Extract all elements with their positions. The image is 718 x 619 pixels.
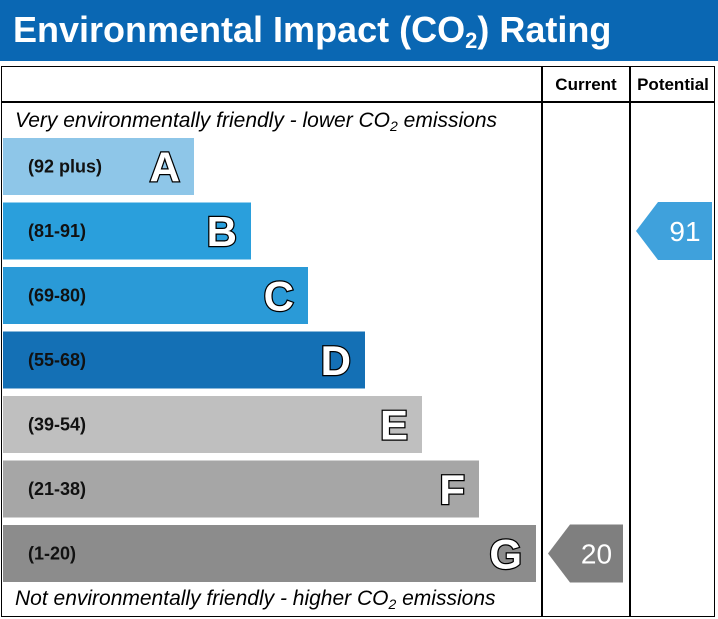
chart-frame [1,66,715,617]
band-a-bar [3,138,194,195]
header-row-divider [1,101,715,103]
potential-rating-arrow [636,202,712,260]
band-b-bar [3,202,251,260]
band-e-bar [3,396,422,453]
current-rating-arrow [548,524,623,583]
band-e-range: (39-54) [28,415,86,435]
potential-rating-value: 91 [669,216,700,247]
potential-column-divider [629,66,631,617]
band-g-letter: G [489,531,522,578]
chart-title: Environmental Impact (CO2) Rating [13,9,612,53]
bottom-caption: Not environmentally friendly - higher CO… [15,587,496,612]
current-rating-value: 20 [581,539,612,570]
band-f-range: (21-38) [28,479,86,499]
band-a-letter: A [150,144,180,191]
band-f-letter: F [439,466,465,513]
band-c-range: (69-80) [28,286,86,306]
band-d-letter: D [321,337,351,384]
band-c-bar [3,267,308,324]
current-column-divider [541,66,543,617]
band-b-letter: B [207,208,237,255]
band-e-letter: E [380,402,408,449]
potential-column-header: Potential [637,75,709,94]
band-c-letter: C [264,273,294,320]
top-caption: Very environmentally friendly - lower CO… [15,109,498,134]
band-d-bar [3,331,365,389]
band-b-range: (81-91) [28,221,86,241]
band-a-range: (92 plus) [28,157,102,177]
band-g-range: (1-20) [28,544,76,564]
band-g-bar [3,525,536,582]
band-f-bar [3,460,479,518]
band-d-range: (55-68) [28,350,86,370]
chart-header: Environmental Impact (CO2) Rating [0,0,718,61]
current-column-header: Current [555,75,617,94]
